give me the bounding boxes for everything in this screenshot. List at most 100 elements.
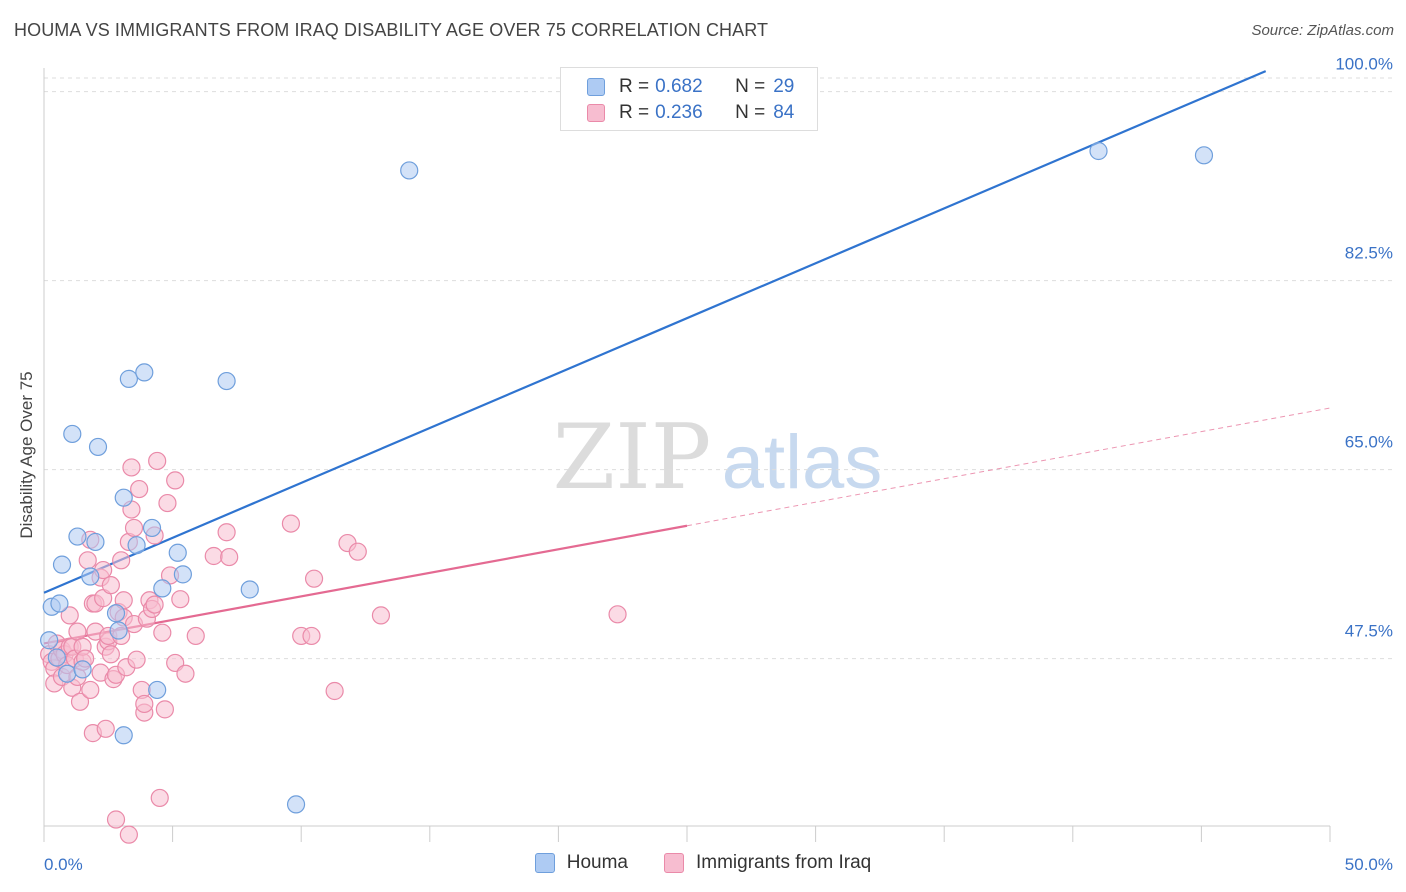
point-iraq [124, 518, 144, 538]
point-iraq [304, 569, 324, 588]
point-iraq [119, 825, 138, 844]
legend-item-houma: Houma [534, 852, 628, 874]
point-iraq [371, 606, 391, 625]
legend-r-label: R = [619, 102, 650, 123]
y-tick-label: 82.5% [1345, 244, 1393, 263]
point-iraq [608, 605, 627, 624]
point-houma [88, 437, 108, 457]
point-iraq [127, 650, 146, 669]
point-iraq [96, 719, 115, 738]
point-houma [68, 527, 87, 546]
tick-labels: 47.5% 65.0% 82.5% 100.0% 0.0% 50.0% [44, 55, 1393, 874]
legend-row-houma: R = 0.682 N = 29 [587, 75, 794, 99]
point-houma [58, 664, 77, 683]
point-iraq [106, 810, 126, 829]
watermark-atlas: atlas [722, 420, 883, 505]
point-houma [109, 621, 128, 640]
legend-n-value: 29 [773, 76, 795, 97]
point-iraq [148, 451, 167, 471]
point-iraq [78, 551, 97, 570]
trend-line-iraq-extension [686, 407, 1331, 527]
chart-title: HOUMA VS IMMIGRANTS FROM IRAQ DISABILITY… [14, 20, 769, 40]
point-iraq [302, 626, 321, 646]
y-tick-label: 65.0% [1345, 433, 1393, 452]
point-houma [86, 532, 105, 552]
point-houma [114, 726, 133, 745]
point-iraq [325, 681, 344, 701]
point-houma [286, 795, 306, 814]
correlation-legend: R = 0.682 N = 29 R = 0.236 N = 84 [560, 67, 818, 131]
point-houma [40, 631, 59, 650]
point-iraq [204, 546, 223, 566]
point-iraq [171, 590, 190, 609]
point-houma [119, 369, 138, 388]
point-iraq [122, 458, 141, 477]
watermark-zip: ZIP [553, 405, 712, 510]
series-legend: Houma Immigrants from Iraq [0, 852, 1406, 874]
x-tick-label: 50.0% [1345, 855, 1393, 874]
legend-label-houma: Houma [566, 852, 628, 873]
point-houma [168, 543, 187, 562]
point-iraq [348, 542, 367, 561]
point-houma [173, 565, 192, 584]
x-tick-label: 0.0% [44, 855, 83, 874]
point-houma [114, 488, 133, 507]
y-axis-label: Disability Age Over 75 [17, 371, 36, 539]
point-iraq [217, 523, 236, 542]
axes [43, 68, 1331, 842]
legend-swatch-iraq [663, 853, 684, 873]
point-iraq [112, 551, 131, 570]
point-iraq [130, 479, 149, 499]
point-iraq [101, 576, 120, 595]
point-houma [400, 161, 419, 180]
point-houma [50, 594, 69, 613]
legend-r-value: 0.236 [655, 102, 703, 123]
point-iraq [145, 595, 164, 614]
point-houma [73, 660, 92, 679]
point-houma [153, 579, 172, 598]
legend-row-iraq: R = 0.236 N = 84 [587, 101, 794, 125]
point-iraq [281, 514, 301, 533]
point-houma [47, 648, 66, 667]
y-tick-label: 100.0% [1335, 55, 1393, 74]
point-houma [148, 680, 167, 700]
point-houma [240, 580, 259, 599]
point-houma [63, 424, 82, 444]
point-iraq [153, 623, 172, 642]
point-iraq [81, 680, 100, 700]
point-iraq [176, 664, 195, 683]
point-iraq [166, 471, 185, 490]
legend-swatch-iraq [587, 104, 605, 122]
point-iraq [220, 547, 239, 567]
point-iraq [155, 700, 174, 719]
point-houma [1194, 146, 1214, 165]
legend-r-value: 0.682 [655, 76, 703, 97]
point-houma [81, 567, 100, 586]
gridlines [44, 77, 1392, 660]
point-iraq [158, 493, 177, 513]
legend-n-label: N = [735, 102, 766, 123]
legend-item-iraq: Immigrants from Iraq [663, 852, 872, 874]
trend-line-houma [43, 70, 1267, 594]
y-tick-label: 47.5% [1345, 622, 1393, 641]
legend-n-label: N = [735, 76, 766, 97]
data-points [40, 141, 1214, 844]
point-iraq [150, 788, 169, 808]
point-iraq [68, 622, 87, 641]
point-houma [127, 536, 146, 555]
point-houma [1089, 141, 1108, 161]
legend-r-label: R = [619, 76, 650, 97]
legend-swatch-houma [587, 78, 605, 96]
point-houma [142, 518, 162, 538]
legend-label-iraq: Immigrants from Iraq [695, 852, 872, 873]
point-houma [106, 604, 126, 623]
legend-swatch-houma [534, 853, 555, 873]
point-iraq [70, 692, 90, 711]
point-houma [52, 555, 72, 574]
watermark: ZIP atlas [553, 405, 883, 510]
point-iraq [60, 606, 79, 625]
legend-n-value: 84 [773, 102, 795, 123]
point-houma [217, 371, 236, 391]
point-houma [135, 363, 154, 382]
source-label: Source: ZipAtlas.com [1251, 22, 1394, 39]
